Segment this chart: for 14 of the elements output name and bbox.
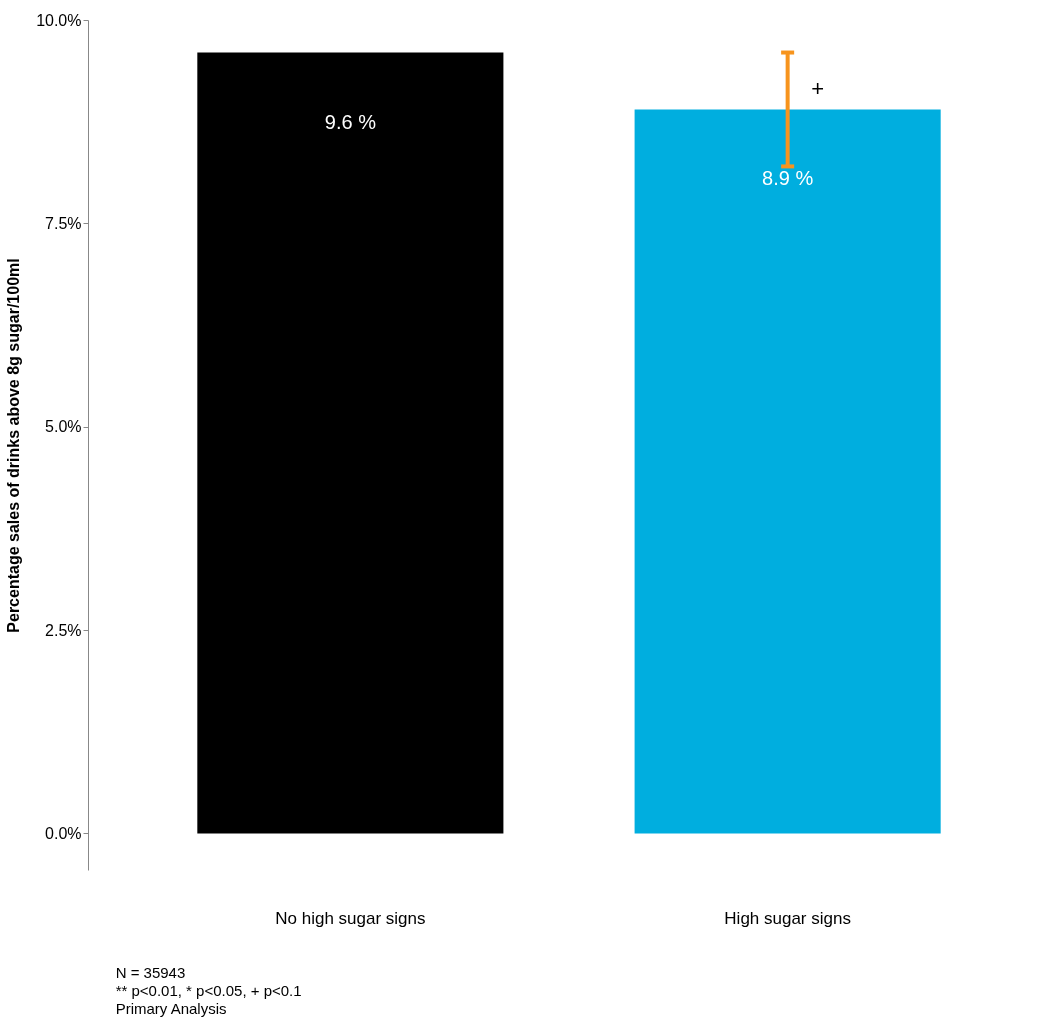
text: Primary Analysis: [115, 1000, 227, 1017]
text: ** p<0.01, * p<0.05, + p<0.1: [115, 982, 302, 999]
y-tick-label: 7.5%: [45, 214, 82, 232]
text: N = 35943: [115, 964, 186, 981]
y-tick-label: 0.0%: [45, 824, 82, 842]
y-tick-label: 2.5%: [45, 621, 82, 639]
y-tick-label: 5.0%: [45, 418, 82, 436]
y-axis-title: Percentage sales of drinks above 8g sugar/100ml: [5, 258, 23, 633]
y-tick-label: 10.0%: [36, 11, 82, 29]
data-label: 8.9 %: [762, 167, 814, 190]
x-tick-label: No high sugar signs: [275, 908, 426, 928]
data-label: 9.6 %: [324, 110, 377, 133]
annotation: +: [811, 76, 825, 102]
x-tick-label: High sugar signs: [724, 908, 851, 928]
